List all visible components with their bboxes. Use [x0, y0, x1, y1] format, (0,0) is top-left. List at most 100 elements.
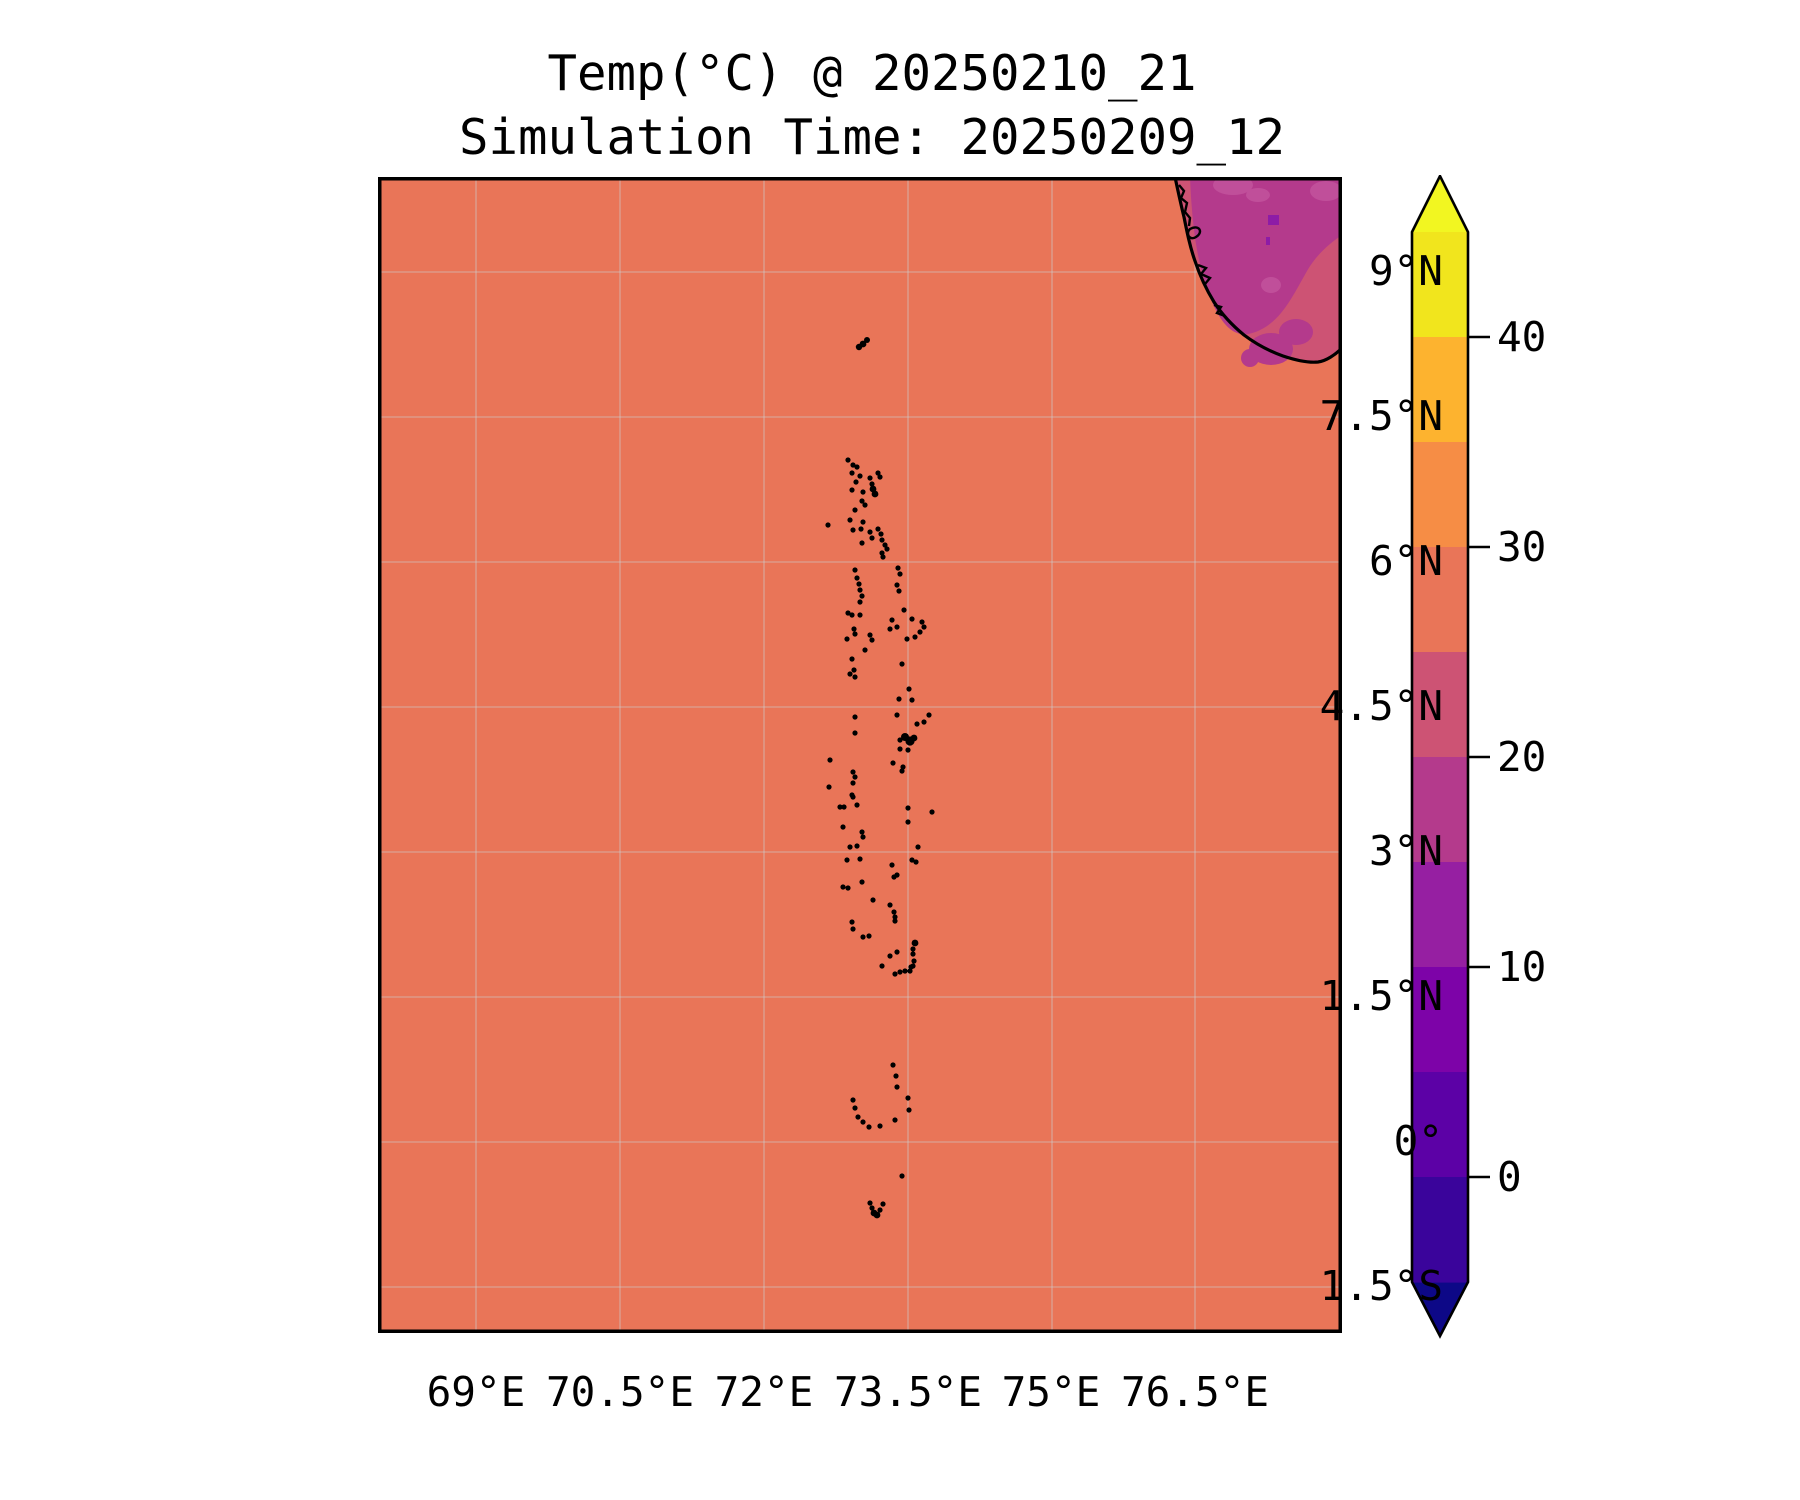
- island-dot: [880, 554, 886, 560]
- island-dot: [850, 794, 856, 800]
- island-dot: [889, 617, 895, 623]
- colorbar-band: [1412, 652, 1468, 758]
- island-dot: [897, 969, 903, 975]
- plot-title: Temp(°C) @ 20250210_21: [547, 45, 1197, 102]
- island-dot: [852, 774, 858, 780]
- island-dot: [907, 968, 913, 974]
- y-tick-label: 0°: [1393, 1117, 1443, 1166]
- island-dot: [857, 599, 863, 605]
- island-dot: [867, 529, 873, 535]
- island-dot: [887, 626, 893, 632]
- island-dot: [909, 697, 915, 703]
- island-dot: [906, 1107, 912, 1113]
- island-dot: [859, 829, 865, 835]
- island-dot: [859, 879, 865, 885]
- island-dot: [891, 909, 897, 915]
- island-dot: [852, 714, 858, 720]
- island-dot: [866, 933, 872, 939]
- island-dot: [926, 712, 932, 718]
- island-dot: [851, 667, 857, 673]
- island-dot: [862, 647, 868, 653]
- island-dot: [862, 502, 868, 508]
- island-dot: [854, 575, 860, 581]
- island-dot: [899, 1173, 905, 1179]
- island-dot: [910, 734, 918, 742]
- island-dot: [905, 747, 911, 753]
- land-light-patch: [1310, 181, 1342, 201]
- colorbar-outline: [1410, 175, 1470, 1339]
- island-dot: [908, 964, 914, 970]
- island-dot: [892, 918, 898, 924]
- island-dot: [857, 473, 863, 479]
- y-tick-label: 4.5°N: [1319, 682, 1443, 731]
- island-dot: [826, 784, 832, 790]
- island-dot: [853, 479, 859, 485]
- island-dot: [858, 526, 864, 532]
- island-dot: [847, 517, 853, 523]
- island-dot: [887, 902, 893, 908]
- island-dot: [873, 1211, 881, 1219]
- land-light-patch: [1246, 188, 1270, 202]
- island-dot: [825, 522, 831, 528]
- colorbar-tick-label: 20: [1497, 733, 1547, 781]
- colorbar-tick-label: 10: [1497, 943, 1547, 991]
- island-dot: [850, 527, 856, 533]
- island-dot: [849, 612, 855, 618]
- island-dot: [860, 489, 866, 495]
- island-dot: [854, 802, 860, 808]
- colorbar-band: [1412, 1177, 1468, 1283]
- island-dot: [852, 1105, 858, 1111]
- island-dot: [852, 674, 858, 680]
- land-cool-lobe: [1241, 349, 1259, 367]
- island-dot: [866, 1124, 872, 1130]
- island-dot: [877, 474, 883, 480]
- island-dot: [894, 712, 900, 718]
- y-tick-label: 3°N: [1368, 827, 1443, 876]
- y-tick-label: 7.5°N: [1319, 392, 1443, 441]
- land-light-patch: [1213, 177, 1253, 195]
- island-dot: [917, 629, 923, 635]
- island-dot: [849, 656, 855, 662]
- island-dot: [892, 914, 898, 920]
- island-dot: [887, 953, 893, 959]
- colorbar-under-arrow: [1412, 1282, 1468, 1336]
- colorbar-tick-label: 30: [1497, 523, 1547, 571]
- island-dot: [852, 730, 858, 736]
- island-dot: [879, 963, 885, 969]
- island-dot: [921, 624, 927, 630]
- island-dot: [870, 897, 876, 903]
- colorbar-over-arrow: [1412, 176, 1468, 232]
- island-dot: [899, 768, 905, 774]
- colorbar-band: [1412, 967, 1468, 1073]
- island-dot: [905, 819, 911, 825]
- island-dot: [892, 971, 898, 977]
- island-dot: [894, 582, 900, 588]
- island-dot: [893, 1073, 899, 1079]
- island-dot: [895, 565, 901, 571]
- island-dot: [877, 1123, 883, 1129]
- island-dot: [889, 862, 895, 868]
- island-dot: [849, 487, 855, 493]
- island-dot: [919, 619, 925, 625]
- island-dot: [909, 616, 915, 622]
- x-tick-label: 76.5°E: [1120, 1368, 1270, 1416]
- island-dot: [913, 859, 919, 865]
- island-dot: [877, 1207, 883, 1213]
- island-dot: [845, 457, 851, 463]
- island-dot: [879, 537, 885, 543]
- island-dot: [871, 490, 879, 498]
- island-dot: [896, 588, 902, 594]
- island-dot: [827, 757, 833, 763]
- island-dot: [904, 636, 910, 642]
- island-dot: [852, 567, 858, 573]
- island-dot: [854, 843, 860, 849]
- island-dot: [859, 593, 865, 599]
- island-dot: [852, 631, 858, 637]
- island-dot: [845, 885, 851, 891]
- plot-subtitle: Simulation Time: 20250209_12: [458, 109, 1285, 166]
- island-dot: [909, 857, 915, 863]
- land-cool-interior: [1190, 177, 1342, 335]
- land-cold-spot: [1268, 215, 1279, 225]
- ocean-fill: [378, 177, 1342, 1333]
